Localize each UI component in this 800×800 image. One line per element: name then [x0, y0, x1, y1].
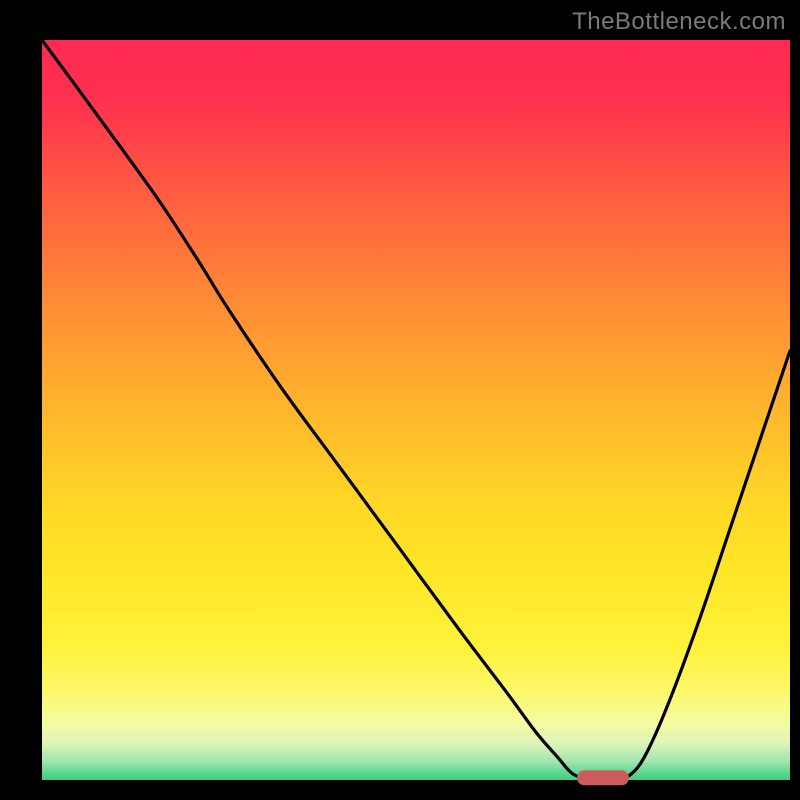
- chart-container: { "watermark": "TheBottleneck.com", "cha…: [0, 0, 800, 800]
- optimal-marker: [577, 770, 629, 785]
- watermark-text: TheBottleneck.com: [572, 8, 786, 36]
- bottleneck-chart: [0, 0, 800, 800]
- plot-background: [42, 40, 790, 780]
